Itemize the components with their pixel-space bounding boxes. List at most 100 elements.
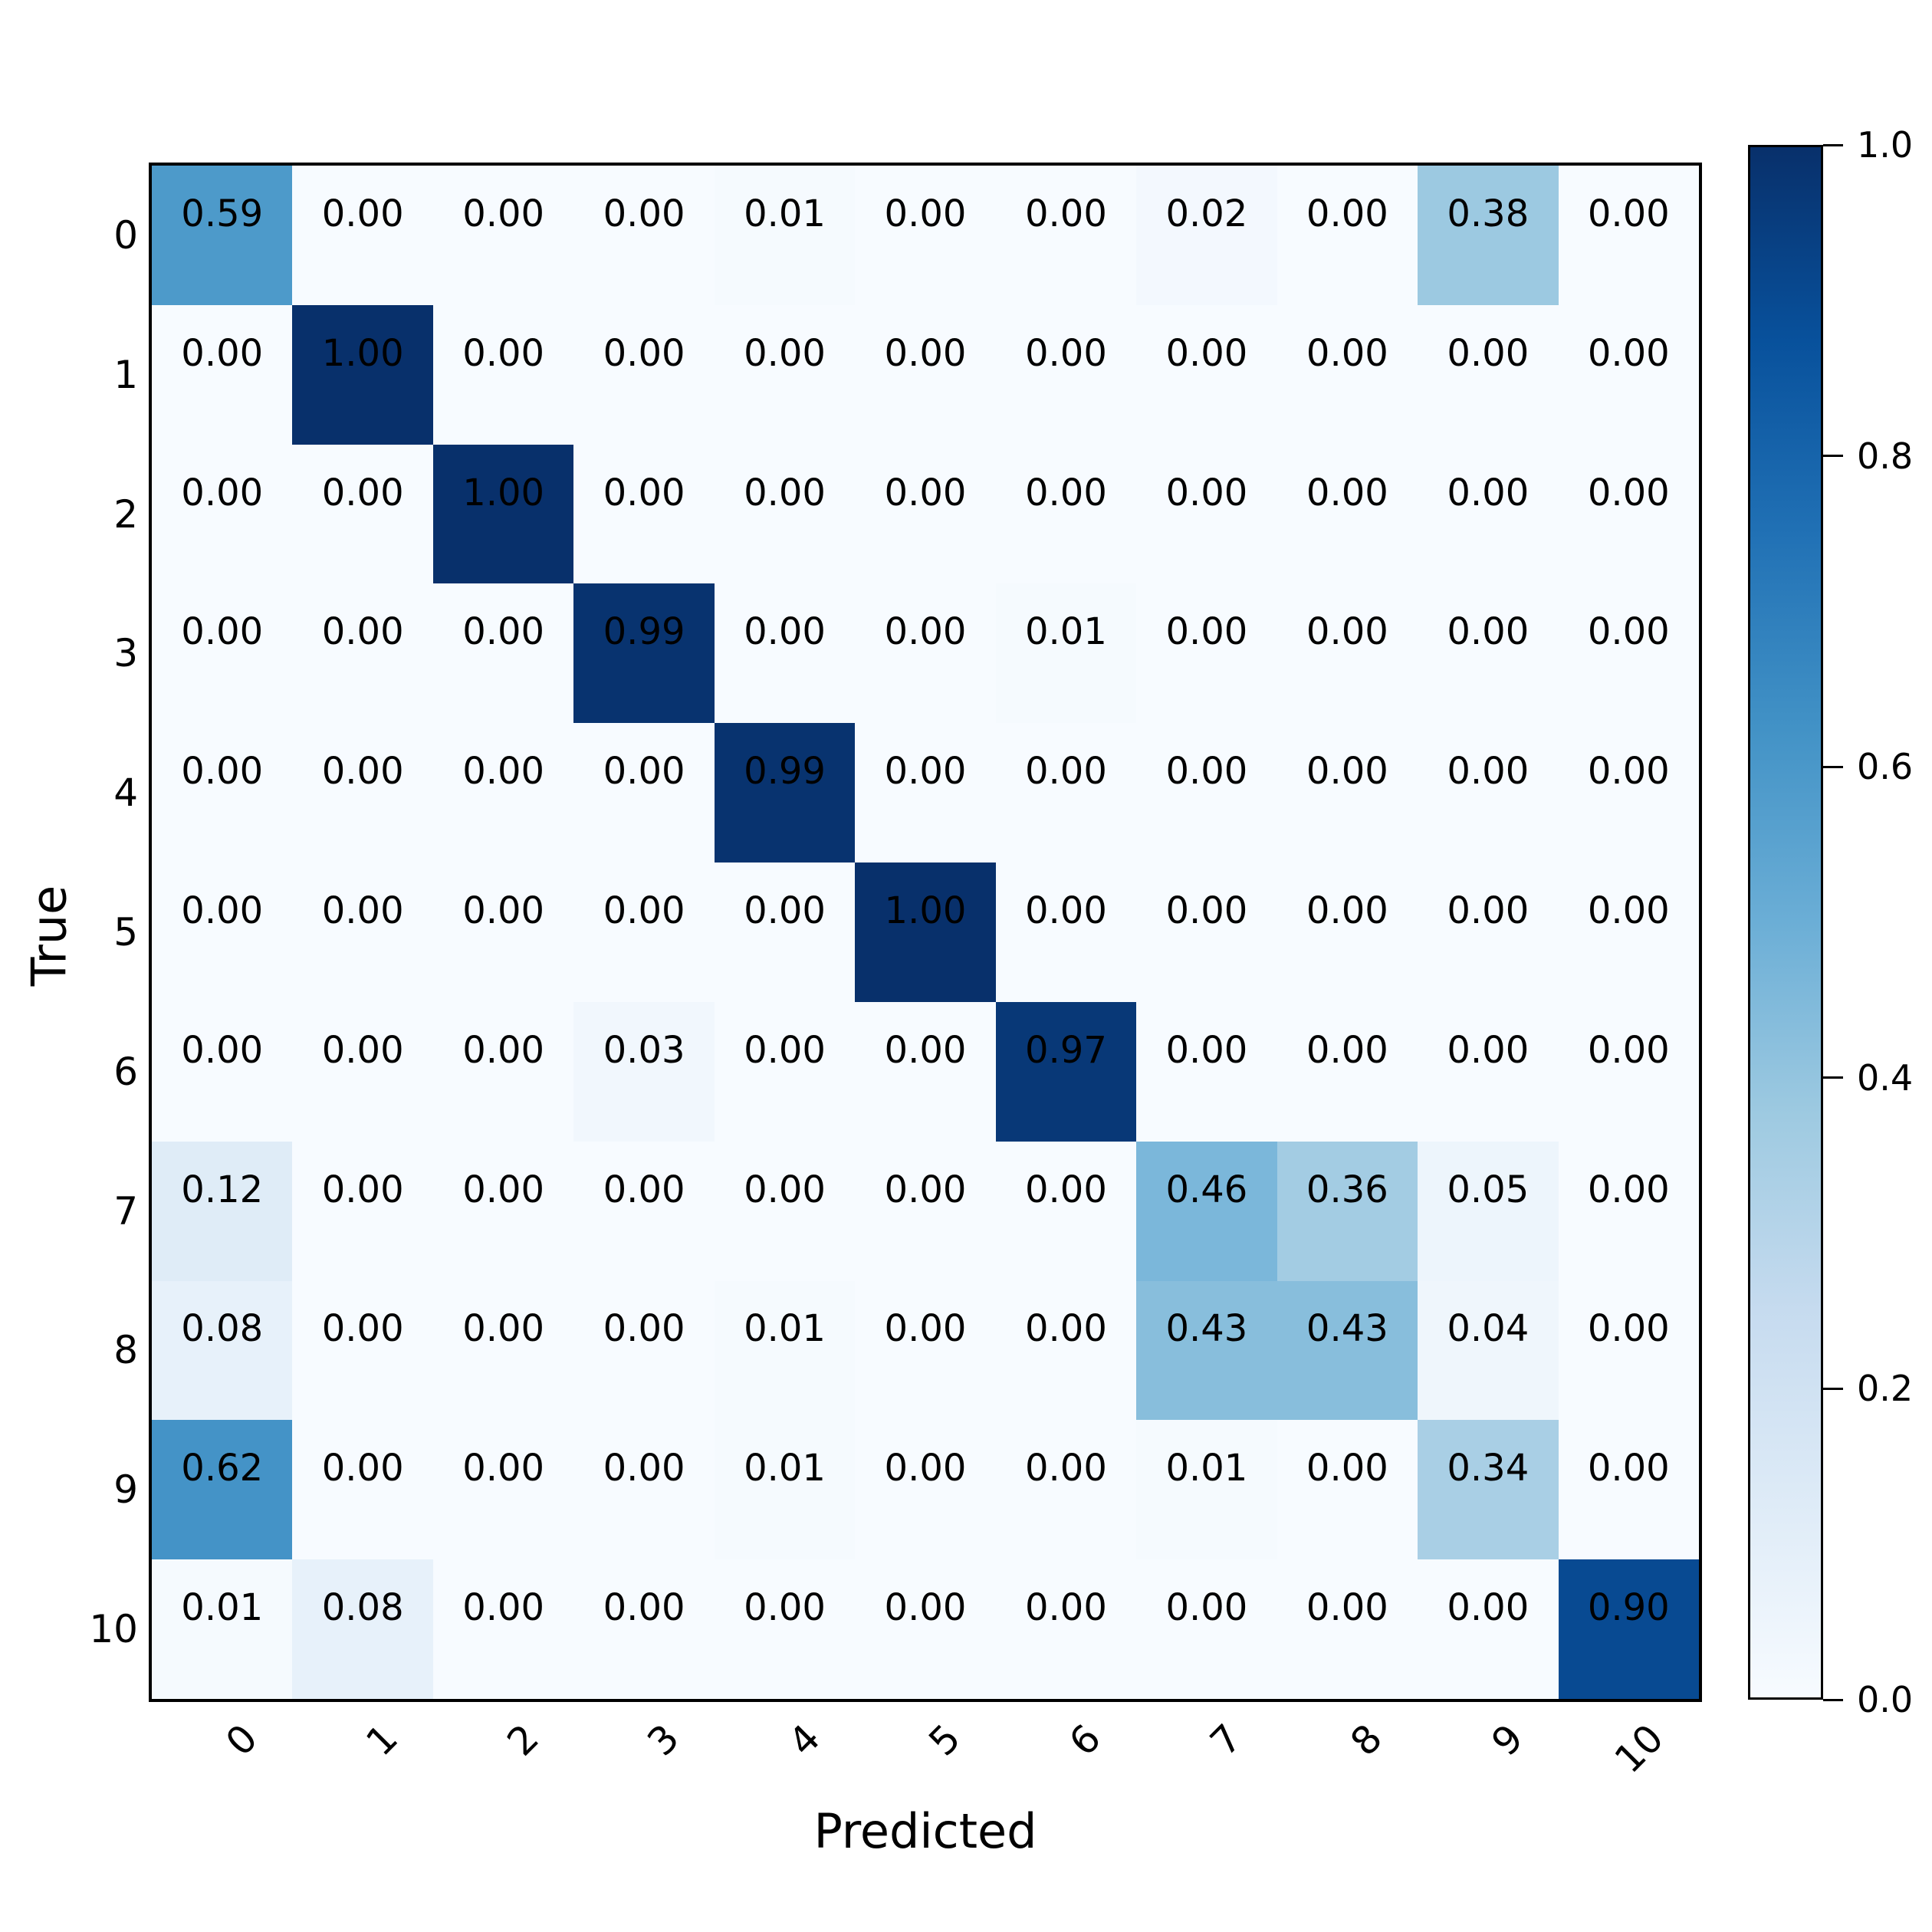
cell-value: 0.00 — [1447, 471, 1530, 514]
heatmap-cell-r7-c6: 0.00 — [995, 1141, 1137, 1281]
cell-value: 0.00 — [603, 1307, 685, 1351]
heatmap-cell-r4-c3: 0.00 — [573, 723, 715, 863]
cell-value: 0.00 — [1165, 1028, 1248, 1072]
cell-value: 0.00 — [462, 1307, 545, 1351]
heatmap-cell-r4-c5: 0.00 — [855, 723, 996, 863]
heatmap-cell-r1-c7: 0.00 — [1136, 304, 1277, 445]
cell-value: 0.00 — [884, 1447, 967, 1490]
heatmap-cell-r5-c2: 0.00 — [432, 863, 574, 1002]
cell-value: 0.00 — [1165, 889, 1248, 932]
cell-value: 0.00 — [1165, 750, 1248, 794]
cell-value: 0.00 — [884, 1307, 967, 1351]
cell-value: 0.00 — [1447, 1028, 1530, 1072]
cell-value: 0.00 — [462, 1168, 545, 1211]
heatmap-cell-r8-c8: 0.43 — [1276, 1280, 1418, 1421]
cell-value: 0.00 — [1306, 331, 1388, 375]
cell-value: 0.36 — [1306, 1168, 1388, 1211]
heatmap-cell-r5-c10: 0.00 — [1558, 863, 1699, 1002]
heatmap-cell-r9-c4: 0.01 — [714, 1420, 856, 1560]
colorbar-tick-label-0.2: 0.2 — [1857, 1368, 1914, 1410]
cell-value: 0.62 — [181, 1447, 264, 1490]
heatmap-cell-r0-c6: 0.00 — [995, 166, 1137, 305]
cell-value: 0.00 — [1025, 192, 1107, 235]
heatmap-cell-r4-c9: 0.00 — [1418, 723, 1559, 863]
heatmap-cell-r1-c0: 0.00 — [152, 304, 293, 445]
heatmap-cell-r10-c6: 0.00 — [995, 1559, 1137, 1699]
heatmap-cell-r0-c2: 0.00 — [432, 166, 574, 305]
y-tick-label-9: 9 — [113, 1467, 138, 1513]
heatmap-cell-r2-c10: 0.00 — [1558, 444, 1699, 584]
cell-value: 0.08 — [321, 1586, 404, 1630]
heatmap-cell-r5-c8: 0.00 — [1276, 863, 1418, 1002]
heatmap-cell-r3-c5: 0.00 — [855, 583, 996, 724]
heatmap-cell-r0-c8: 0.00 — [1276, 166, 1418, 305]
heatmap-cell-r9-c7: 0.01 — [1136, 1420, 1277, 1560]
cell-value: 0.00 — [744, 471, 826, 514]
heatmap-cell-r7-c1: 0.00 — [292, 1141, 433, 1281]
cell-value: 1.00 — [884, 889, 967, 932]
heatmap-plot-area: 0.59 0.00 0.00 0.00 0.01 0.00 0.00 0.02 0.00 0.38… — [149, 163, 1702, 1702]
heatmap-cell-r8-c9: 0.04 — [1418, 1280, 1559, 1421]
cell-value: 0.03 — [603, 1028, 685, 1072]
cell-value: 0.46 — [1165, 1168, 1248, 1211]
cell-value: 0.00 — [1306, 1028, 1388, 1072]
heatmap-cell-r1-c2: 0.00 — [432, 304, 574, 445]
cell-value: 0.97 — [1025, 1028, 1107, 1072]
cell-value: 0.01 — [744, 1447, 826, 1490]
heatmap-cell-r0-c3: 0.00 — [573, 166, 715, 305]
cell-value: 0.00 — [1025, 750, 1107, 794]
cell-value: 0.00 — [321, 1168, 404, 1211]
cell-value: 0.00 — [603, 192, 685, 235]
cell-value: 0.00 — [1447, 331, 1530, 375]
heatmap-cell-r10-c4: 0.00 — [714, 1559, 856, 1699]
cell-value: 0.34 — [1447, 1447, 1530, 1490]
heatmap-cell-r4-c1: 0.00 — [292, 723, 433, 863]
heatmap-cell-r6-c3: 0.03 — [573, 1001, 715, 1142]
colorbar-tick-label-0.8: 0.8 — [1857, 435, 1914, 477]
colorbar-tick-mark-0.2 — [1823, 1387, 1843, 1390]
heatmap-cell-r5-c4: 0.00 — [714, 863, 856, 1002]
heatmap-cell-r9-c5: 0.00 — [855, 1420, 996, 1560]
heatmap-cell-r10-c1: 0.08 — [292, 1559, 433, 1699]
heatmap-cell-r6-c0: 0.00 — [152, 1001, 293, 1142]
cell-value: 0.90 — [1587, 1586, 1670, 1630]
y-tick-label-1: 1 — [113, 352, 138, 397]
cell-value: 0.00 — [1306, 1586, 1388, 1630]
cell-value: 0.43 — [1306, 1307, 1388, 1351]
heatmap-cell-r0-c5: 0.00 — [855, 166, 996, 305]
heatmap-cell-r4-c0: 0.00 — [152, 723, 293, 863]
x-tick-label-1: 1 — [357, 1716, 407, 1765]
cell-value: 0.00 — [1587, 1307, 1670, 1351]
x-axis-title: Predicted — [813, 1803, 1037, 1859]
cell-value: 0.00 — [321, 1447, 404, 1490]
cell-value: 0.00 — [1165, 1586, 1248, 1630]
heatmap-cell-r2-c6: 0.00 — [995, 444, 1137, 584]
heatmap-cell-r0-c9: 0.38 — [1418, 166, 1559, 305]
cell-value: 0.99 — [603, 610, 685, 654]
heatmap-cell-r1-c1: 1.00 — [292, 304, 433, 445]
cell-value: 0.00 — [181, 610, 264, 654]
cell-value: 0.00 — [1306, 610, 1388, 654]
heatmap-cell-r9-c0: 0.62 — [152, 1420, 293, 1560]
heatmap-cell-r2-c3: 0.00 — [573, 444, 715, 584]
cell-value: 0.00 — [321, 471, 404, 514]
cell-value: 0.00 — [1587, 192, 1670, 235]
heatmap-cell-r6-c5: 0.00 — [855, 1001, 996, 1142]
x-tick-label-0: 0 — [217, 1716, 266, 1765]
colorbar-tick-label-0.6: 0.6 — [1857, 746, 1914, 788]
cell-value: 0.00 — [462, 192, 545, 235]
cell-value: 0.00 — [1306, 1447, 1388, 1490]
heatmap-cell-r6-c10: 0.00 — [1558, 1001, 1699, 1142]
cell-value: 0.08 — [181, 1307, 264, 1351]
heatmap-cell-r4-c7: 0.00 — [1136, 723, 1277, 863]
heatmap-cell-r9-c2: 0.00 — [432, 1420, 574, 1560]
cell-value: 0.00 — [1025, 331, 1107, 375]
heatmap-cell-r10-c3: 0.00 — [573, 1559, 715, 1699]
cell-value: 0.00 — [603, 1168, 685, 1211]
heatmap-cell-r2-c8: 0.00 — [1276, 444, 1418, 584]
cell-value: 0.00 — [603, 331, 685, 375]
cell-value: 0.00 — [1587, 1168, 1670, 1211]
heatmap-cell-r4-c10: 0.00 — [1558, 723, 1699, 863]
heatmap-cell-r8-c5: 0.00 — [855, 1280, 996, 1421]
cell-value: 0.00 — [462, 889, 545, 932]
